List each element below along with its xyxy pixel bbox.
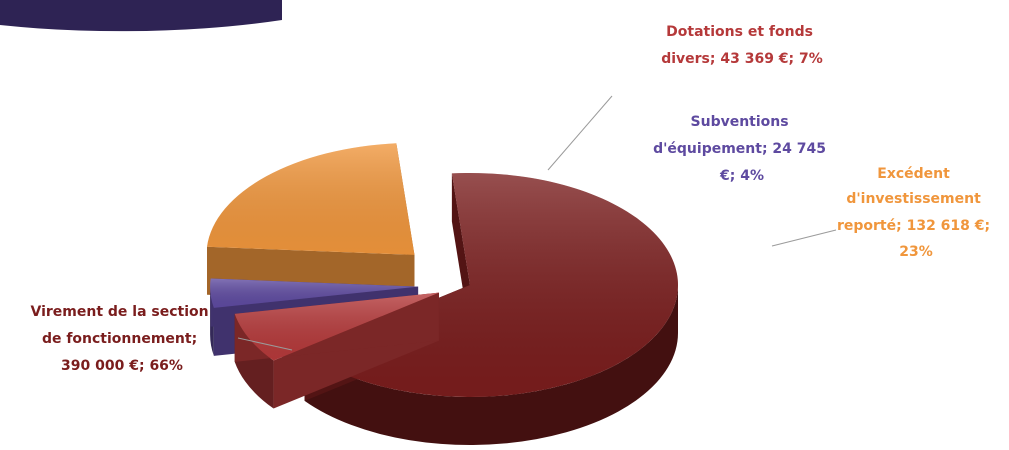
leader-dotations	[547, 95, 613, 171]
slice-dotations	[234, 292, 439, 409]
partial-pie-side	[0, 0, 282, 32]
label-excedent: Excédent d'investissement reporté; 132 6…	[837, 166, 995, 260]
leader-excedent	[771, 229, 837, 247]
leader-lines	[237, 95, 837, 351]
leader-virement	[237, 337, 293, 351]
slice-top-sheen	[207, 143, 415, 255]
pie-slices	[207, 143, 678, 445]
label-subventions: Subventions d'équipement; 24 745 €; 4%	[653, 114, 831, 184]
slice-top-sheen	[234, 292, 439, 361]
label-virement: Virement de la section de fonctionnement…	[31, 304, 214, 374]
partial-pie-corner	[0, 0, 282, 32]
slice-excedent	[207, 143, 415, 303]
label-dotations: Dotations et fonds divers; 43 369 €; 7%	[661, 24, 823, 67]
slice-side	[304, 285, 678, 445]
slice-top-sheen	[210, 278, 419, 308]
